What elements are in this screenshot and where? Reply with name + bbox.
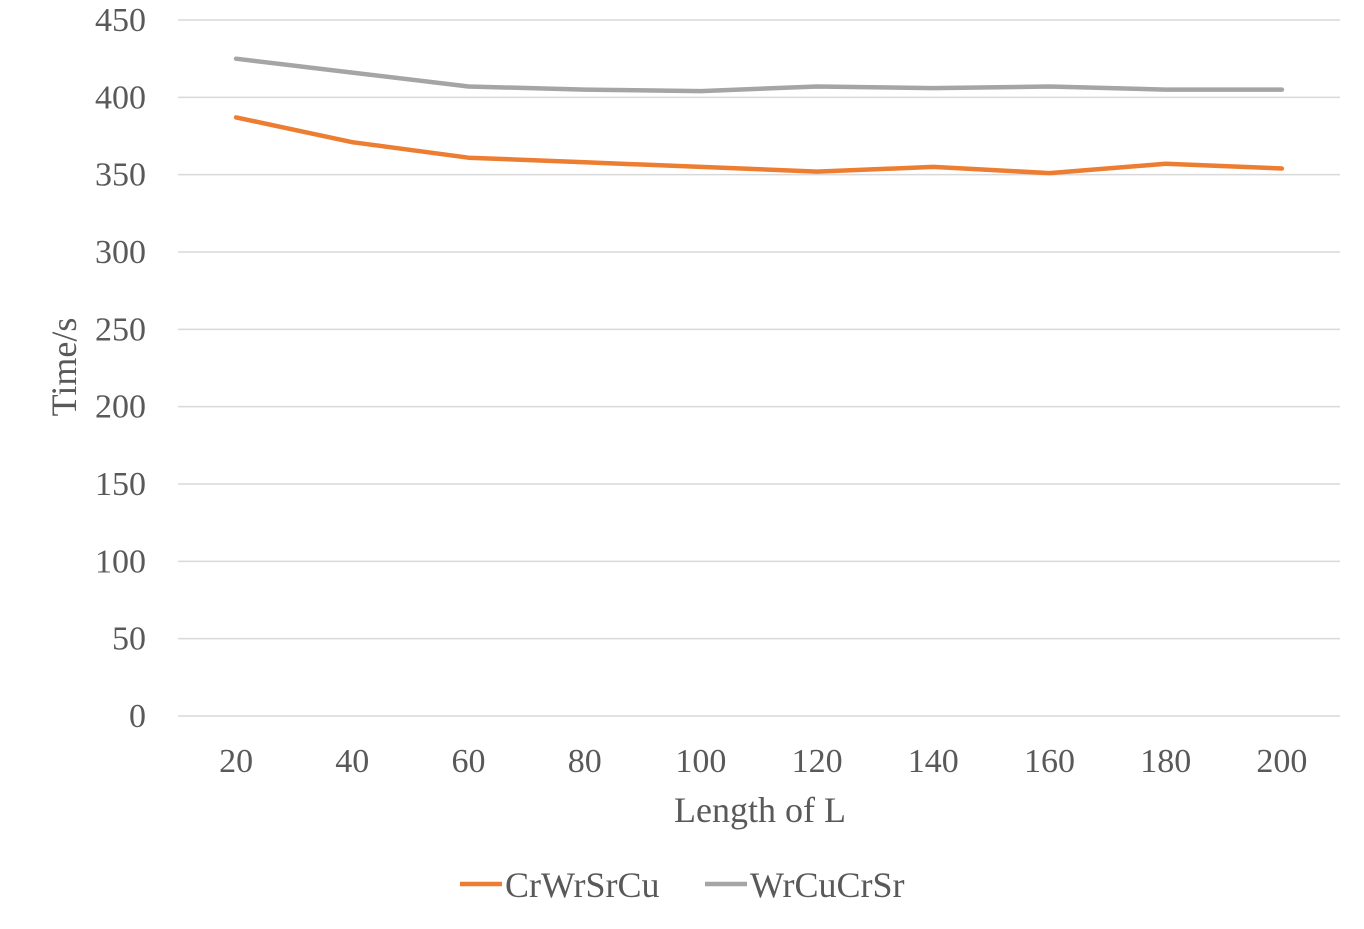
- y-tick-50: 50: [112, 621, 146, 658]
- legend-label-wrcucrsr: WrCuCrSr: [750, 865, 905, 905]
- x-tick-160: 160: [1024, 743, 1075, 780]
- y-tick-150: 150: [95, 466, 146, 503]
- legend-item-crwrsrcu: CrWrSrCu: [460, 865, 660, 905]
- y-tick-labels: 0 50 100 150 200 250 300 350 400 450: [95, 2, 146, 735]
- x-tick-20: 20: [219, 743, 253, 780]
- legend-item-wrcucrsr: WrCuCrSr: [705, 865, 905, 905]
- y-tick-250: 250: [95, 311, 146, 348]
- y-tick-450: 450: [95, 2, 146, 39]
- series-line-crwrsrcu: [233, 115, 1285, 176]
- x-tick-80: 80: [568, 743, 602, 780]
- legend: CrWrSrCu WrCuCrSr: [460, 865, 905, 905]
- x-tick-100: 100: [675, 743, 726, 780]
- x-tick-140: 140: [908, 743, 959, 780]
- y-tick-200: 200: [95, 389, 146, 426]
- y-tick-350: 350: [95, 157, 146, 194]
- series-lines: [233, 56, 1285, 176]
- y-tick-300: 300: [95, 234, 146, 271]
- x-axis-title: Length of L: [674, 790, 846, 830]
- x-tick-60: 60: [452, 743, 486, 780]
- x-tick-120: 120: [792, 743, 843, 780]
- gridlines: [178, 19, 1340, 717]
- legend-label-crwrsrcu: CrWrSrCu: [505, 865, 660, 905]
- x-tick-40: 40: [335, 743, 369, 780]
- y-tick-100: 100: [95, 543, 146, 580]
- x-tick-180: 180: [1140, 743, 1191, 780]
- y-tick-400: 400: [95, 79, 146, 116]
- x-tick-200: 200: [1256, 743, 1307, 780]
- series-line-wrcucrsr: [233, 56, 1285, 94]
- y-axis-title: Time/s: [44, 318, 84, 417]
- y-tick-0: 0: [129, 698, 146, 735]
- x-tick-labels: 20 40 60 80 100 120 140 160 180 200: [219, 743, 1307, 780]
